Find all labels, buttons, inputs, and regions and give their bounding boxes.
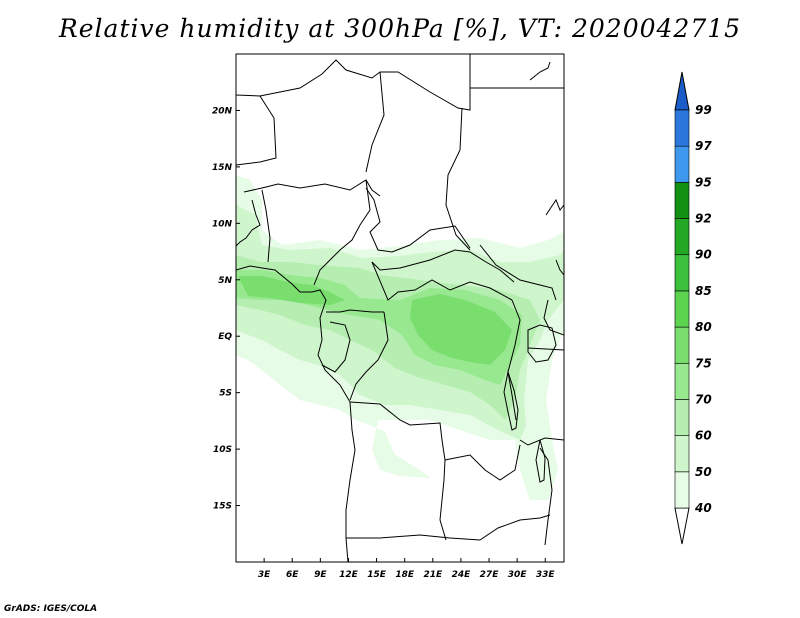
colorbar-label: 99	[695, 103, 712, 117]
border-sudan-ethiopia	[545, 198, 564, 216]
lat-tick-label: 5S	[219, 389, 232, 399]
lon-tick-label: 3E	[258, 570, 271, 580]
grads-credit: GrADS: IGES/COLA	[4, 604, 98, 614]
border-angola-drc	[349, 401, 446, 481]
colorbar-label: 50	[695, 465, 712, 479]
humidity-area-75	[238, 276, 512, 365]
map-frame	[235, 53, 565, 563]
border-car-north	[371, 249, 515, 283]
border-angola-namibia	[346, 534, 481, 541]
border-libya-chad	[365, 71, 385, 173]
border-zambia-zimbabwe	[479, 514, 551, 541]
colorbar-swatch	[674, 362, 690, 400]
colorbar-upper-extension	[674, 71, 690, 111]
lon-tick-label: 27E	[480, 570, 500, 580]
lat-tick-label: 15S	[213, 502, 232, 512]
colorbar-label: 60	[695, 429, 712, 443]
colorbar-lower-extension	[674, 507, 690, 545]
humidity-shading	[236, 175, 564, 500]
lat-tick-label: 15N	[212, 163, 233, 173]
border-car-south	[371, 261, 513, 301]
lat-tick-label: 5N	[218, 276, 232, 286]
border-kenya-tanzania	[527, 347, 564, 351]
coastline-red-sea	[529, 61, 551, 81]
colorbar-swatch	[674, 254, 690, 292]
border-nigeria-cameroon	[313, 179, 371, 286]
colorbar-label: 85	[695, 284, 712, 298]
colorbar: 40 50 60 70 75 80 85 90 92 95 97 99	[674, 71, 712, 545]
lon-tick-label: 6E	[286, 570, 299, 580]
border-tanzania-mozambique	[519, 437, 564, 446]
lat-tick-label: 20N	[212, 106, 233, 116]
lake-victoria	[527, 324, 557, 363]
colorbar-swatch	[674, 109, 690, 147]
lon-tick-label: 12E	[339, 570, 359, 580]
colorbar-swatch	[674, 435, 690, 473]
colorbar-swatch	[674, 218, 690, 256]
border-north	[236, 54, 471, 111]
border-ethiopia	[555, 259, 564, 276]
border-congo-drc	[349, 311, 389, 401]
colorbar-label: 40	[694, 501, 712, 515]
lat-tick-label: 10N	[212, 219, 233, 229]
lat-tick-label: 10S	[213, 445, 232, 455]
lon-tick-label: 30E	[508, 570, 528, 580]
colorbar-label: 70	[695, 392, 712, 406]
colorbar-swatch	[674, 326, 690, 364]
colorbar-swatch	[674, 399, 690, 436]
border-cameroon-south	[326, 309, 384, 313]
lon-tick-label: 33E	[536, 570, 556, 580]
colorbar-label: 92	[695, 212, 712, 226]
longitude-axis: 3E 6E 9E 12E 15E 18E 21E 24E 27E 30E 33E	[258, 558, 556, 580]
latitude-axis: 20N 15N 10N 5N EQ 5S 10S 15S	[212, 106, 240, 512]
border-gabon-congo	[321, 321, 351, 373]
lon-tick-label: 24E	[452, 570, 472, 580]
colorbar-label: 75	[695, 356, 712, 370]
border-niger-nigeria	[243, 179, 381, 197]
border-drc-uganda	[507, 299, 521, 421]
border-angola-zambia	[439, 479, 447, 541]
colorbar-label: 97	[695, 139, 712, 153]
colorbar-swatch	[674, 182, 690, 219]
lon-tick-label: 9E	[314, 570, 327, 580]
colorbar-label: 95	[695, 175, 712, 189]
border-south-sudan	[479, 244, 557, 301]
border-chad-sudan	[445, 107, 471, 251]
border-drc-zambia	[444, 444, 521, 481]
political-borders	[236, 54, 564, 562]
coastline-gulf-guinea	[236, 199, 261, 247]
lon-tick-label: 15E	[367, 570, 387, 580]
map-title: Relative humidity at 300hPa [%], VT: 202…	[58, 14, 742, 43]
colorbar-label: 80	[695, 320, 712, 334]
border-cameroon-chad	[365, 187, 471, 253]
colorbar-label: 90	[695, 248, 712, 262]
coastline-west-africa	[236, 265, 356, 562]
border-uganda-kenya	[543, 299, 564, 336]
border-benin-nigeria	[261, 189, 271, 263]
lake-tanganyika	[503, 370, 519, 431]
lat-tick-label: EQ	[218, 332, 232, 342]
border-malawi	[539, 447, 553, 546]
colorbar-swatch	[674, 145, 690, 183]
lon-tick-label: 18E	[395, 570, 415, 580]
border-niger-south	[236, 95, 277, 166]
colorbar-swatch	[674, 471, 690, 509]
lake-malawi	[535, 439, 546, 483]
lon-tick-label: 21E	[423, 570, 443, 580]
colorbar-swatch	[674, 290, 690, 328]
